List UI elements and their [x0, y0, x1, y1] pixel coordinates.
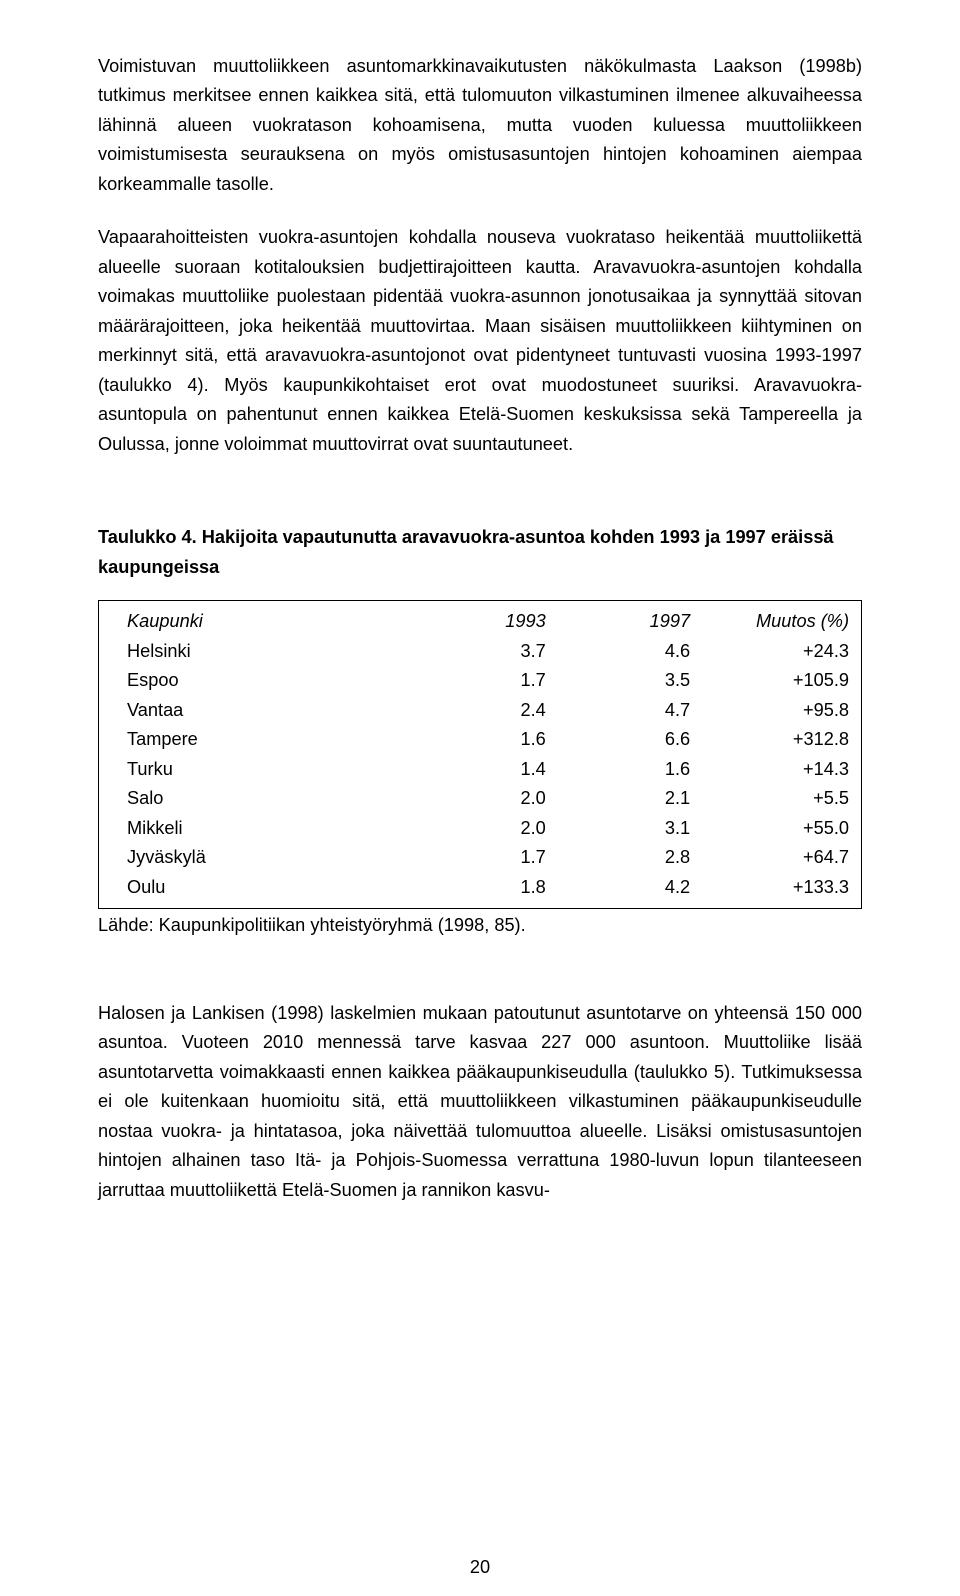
col-header-kaupunki: Kaupunki — [127, 607, 401, 636]
cell-value: 4.6 — [546, 637, 690, 666]
table-row: Vantaa2.44.7+95.8 — [127, 696, 849, 725]
cell-value: 3.5 — [546, 666, 690, 695]
cell-value: +105.9 — [690, 666, 849, 695]
cell-value: +312.8 — [690, 725, 849, 754]
table-row: Tampere1.66.6+312.8 — [127, 725, 849, 754]
cell-city: Turku — [127, 755, 401, 784]
cell-value: 2.1 — [546, 784, 690, 813]
cell-city: Salo — [127, 784, 401, 813]
cell-city: Oulu — [127, 873, 401, 902]
cell-value: 1.7 — [401, 843, 545, 872]
cell-value: +55.0 — [690, 814, 849, 843]
page-number: 20 — [0, 1557, 960, 1578]
table-body: Helsinki3.74.6+24.3Espoo1.73.5+105.9Vant… — [127, 637, 849, 902]
cell-value: 6.6 — [546, 725, 690, 754]
cell-city: Jyväskylä — [127, 843, 401, 872]
table-4-box: Kaupunki 1993 1997 Muutos (%) Helsinki3.… — [98, 600, 862, 909]
cell-value: +95.8 — [690, 696, 849, 725]
paragraph-2: Vapaarahoitteisten vuokra-asuntojen kohd… — [98, 223, 862, 459]
table-row: Helsinki3.74.6+24.3 — [127, 637, 849, 666]
cell-value: 3.7 — [401, 637, 545, 666]
cell-value: 1.4 — [401, 755, 545, 784]
cell-value: 3.1 — [546, 814, 690, 843]
table-4: Kaupunki 1993 1997 Muutos (%) Helsinki3.… — [127, 607, 849, 902]
cell-value: +133.3 — [690, 873, 849, 902]
cell-value: +5.5 — [690, 784, 849, 813]
cell-value: 1.7 — [401, 666, 545, 695]
cell-value: 1.8 — [401, 873, 545, 902]
cell-value: 2.0 — [401, 784, 545, 813]
cell-city: Helsinki — [127, 637, 401, 666]
table-row: Espoo1.73.5+105.9 — [127, 666, 849, 695]
table-header-row: Kaupunki 1993 1997 Muutos (%) — [127, 607, 849, 636]
cell-value: +24.3 — [690, 637, 849, 666]
paragraph-3: Halosen ja Lankisen (1998) laskelmien mu… — [98, 999, 862, 1205]
col-header-muutos: Muutos (%) — [690, 607, 849, 636]
page: Voimistuvan muuttoliikkeen asuntomarkkin… — [0, 0, 960, 1596]
cell-value: +64.7 — [690, 843, 849, 872]
table-row: Turku1.41.6+14.3 — [127, 755, 849, 784]
table-row: Mikkeli2.03.1+55.0 — [127, 814, 849, 843]
col-header-1997: 1997 — [546, 607, 690, 636]
cell-value: 4.7 — [546, 696, 690, 725]
cell-value: 4.2 — [546, 873, 690, 902]
table-4-title: Taulukko 4. Hakijoita vapautunutta arava… — [98, 523, 862, 582]
table-4-source: Lähde: Kaupunkipolitiikan yhteistyöryhmä… — [98, 911, 862, 940]
cell-value: 1.6 — [546, 755, 690, 784]
cell-city: Vantaa — [127, 696, 401, 725]
cell-city: Tampere — [127, 725, 401, 754]
col-header-1993: 1993 — [401, 607, 545, 636]
cell-city: Espoo — [127, 666, 401, 695]
table-row: Oulu1.84.2+133.3 — [127, 873, 849, 902]
paragraph-1: Voimistuvan muuttoliikkeen asuntomarkkin… — [98, 52, 862, 199]
cell-value: +14.3 — [690, 755, 849, 784]
cell-city: Mikkeli — [127, 814, 401, 843]
cell-value: 1.6 — [401, 725, 545, 754]
table-row: Salo2.02.1+5.5 — [127, 784, 849, 813]
table-row: Jyväskylä1.72.8+64.7 — [127, 843, 849, 872]
cell-value: 2.8 — [546, 843, 690, 872]
cell-value: 2.4 — [401, 696, 545, 725]
cell-value: 2.0 — [401, 814, 545, 843]
